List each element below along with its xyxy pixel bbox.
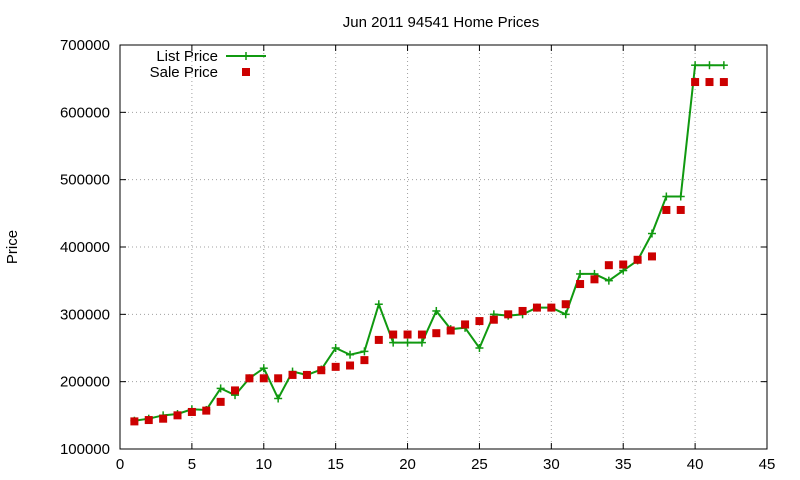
- sale-price-point: [633, 255, 642, 264]
- sale-price-point: [662, 205, 671, 214]
- sale-price-point: [130, 417, 139, 426]
- legend-list-price-sample: [226, 52, 266, 60]
- legend: List Price Sale Price: [150, 48, 266, 81]
- sale-price-point: [461, 320, 470, 329]
- sale-price-point: [245, 374, 254, 383]
- sale-price-point: [432, 329, 441, 338]
- list-price-point: [389, 338, 398, 347]
- legend-sale-price-sample: [242, 68, 250, 76]
- x-tick-label: 35: [615, 456, 632, 473]
- sale-price-point: [604, 261, 613, 270]
- list-price-point: [662, 192, 671, 201]
- list-price-point: [346, 350, 355, 359]
- sale-price-point: [417, 330, 426, 339]
- sale-price-point: [576, 280, 585, 289]
- sale-price-point: [187, 407, 196, 416]
- sale-price-point: [691, 78, 700, 87]
- x-tick-label: 20: [399, 456, 416, 473]
- y-tick-label: 600000: [60, 104, 110, 121]
- legend-list-price-label: List Price: [156, 48, 218, 65]
- sale-price-point: [231, 386, 240, 395]
- x-tick-label: 45: [759, 456, 776, 473]
- list-price-point: [331, 344, 340, 352]
- y-tick-label: 300000: [60, 306, 110, 323]
- sale-price-point: [331, 362, 340, 371]
- sale-price-point: [676, 205, 685, 214]
- sale-price-point: [374, 335, 383, 344]
- list-price-point: [216, 384, 225, 393]
- legend-sale-price-marker: [242, 68, 250, 76]
- sale-price-point: [159, 414, 168, 423]
- list-price-point: [604, 276, 613, 285]
- sale-price-point: [216, 397, 225, 406]
- sale-price-point: [389, 330, 398, 339]
- axis-ticks: 0 5 10 15 20 25 30 35 40 45 100000 200000 300000 4000…: [60, 37, 775, 473]
- x-tick-label: 15: [327, 456, 344, 473]
- x-tick-label: 0: [116, 456, 124, 473]
- sale-price-point: [403, 330, 412, 339]
- list-price-point: [576, 269, 585, 278]
- y-tick-label: 500000: [60, 172, 110, 189]
- list-price-point: [475, 344, 484, 352]
- list-price-point: [691, 61, 700, 70]
- sale-price-point: [705, 78, 714, 87]
- list-price-point: [374, 300, 383, 309]
- list-price-point: [719, 61, 728, 70]
- series-sale-price: [130, 78, 728, 426]
- legend-sale-price-label: Sale Price: [150, 64, 218, 81]
- series-list-price: [130, 61, 728, 425]
- list-price-point: [647, 229, 656, 238]
- sale-price-point: [288, 370, 297, 379]
- sale-price-point: [317, 366, 326, 375]
- sale-price-point: [719, 78, 728, 87]
- x-tick-label: 10: [255, 456, 272, 473]
- list-price-point: [274, 394, 283, 403]
- sale-price-point: [302, 370, 311, 379]
- list-price-point: [403, 338, 412, 347]
- sale-price-point: [475, 317, 484, 326]
- sale-price-point: [144, 416, 153, 425]
- sale-price-point: [504, 310, 513, 319]
- list-price-point: [676, 192, 685, 201]
- sale-price-point: [173, 411, 182, 420]
- sale-price-point: [647, 252, 656, 261]
- list-price-point: [432, 306, 441, 315]
- y-axis-label: Price: [4, 230, 21, 264]
- legend-list-price-marker: [242, 52, 250, 60]
- sale-price-point: [202, 406, 211, 415]
- sale-price-point: [360, 356, 369, 365]
- sale-price-point: [446, 326, 455, 335]
- list-price-point: [259, 364, 268, 373]
- series-layer: [130, 61, 728, 426]
- list-price-point: [360, 347, 369, 356]
- y-tick-label: 100000: [60, 441, 110, 458]
- list-price-line: [134, 64, 724, 422]
- list-price-point: [705, 61, 714, 70]
- y-tick-label: 400000: [60, 239, 110, 256]
- sale-price-point: [532, 303, 541, 312]
- sale-price-point: [619, 260, 628, 269]
- sale-price-point: [346, 361, 355, 370]
- x-tick-label: 5: [188, 456, 196, 473]
- x-tick-label: 30: [543, 456, 560, 473]
- y-tick-label: 200000: [60, 374, 110, 391]
- sale-price-point: [489, 315, 498, 324]
- sale-price-point: [547, 303, 556, 312]
- sale-price-point: [561, 300, 570, 309]
- sale-price-point: [259, 374, 268, 383]
- sale-price-point: [590, 275, 599, 284]
- y-tick-label: 700000: [60, 37, 110, 54]
- x-tick-label: 40: [687, 456, 704, 473]
- list-price-point: [561, 310, 570, 319]
- plot-frame: [119, 44, 768, 450]
- sale-price-point: [274, 374, 283, 383]
- list-price-point: [417, 338, 426, 347]
- chart-title: Jun 2011 94541 Home Prices: [343, 14, 540, 31]
- sale-price-point: [518, 306, 527, 315]
- x-tick-label: 25: [471, 456, 488, 473]
